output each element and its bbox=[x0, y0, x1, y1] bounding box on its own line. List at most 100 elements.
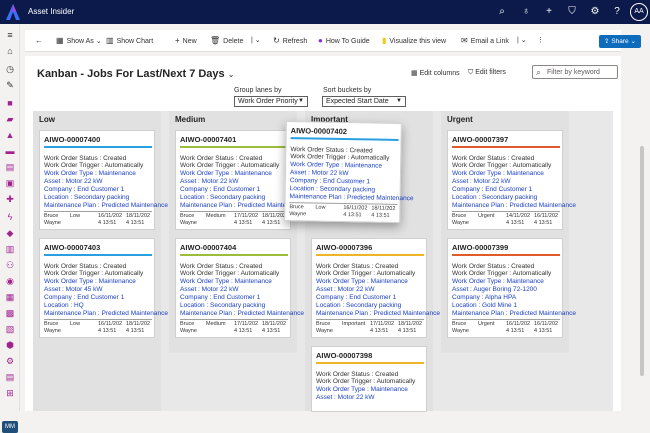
share-icon: ⇪ bbox=[604, 38, 610, 45]
help-icon[interactable]: ? bbox=[614, 6, 620, 17]
card-field-asset: Asset : Motor 22 kW bbox=[452, 178, 511, 185]
card-field-trigger: Work Order Trigger : Automatically bbox=[452, 270, 552, 277]
filter-input[interactable]: ⌕ Filter by keyword bbox=[532, 65, 618, 79]
work-order-card[interactable]: AIWO-00007403 Work Order Status : Created… bbox=[39, 238, 168, 338]
work-order-card[interactable]: AIWO-00007399 Work Order Status : Created… bbox=[447, 238, 576, 338]
menu-icon[interactable]: ≡ bbox=[7, 30, 13, 40]
new-button[interactable]: + New bbox=[175, 36, 197, 45]
group-lanes-select[interactable]: Work Order Priority ▼ bbox=[234, 96, 308, 107]
card-divider bbox=[452, 319, 560, 320]
back-arrow-icon: ← bbox=[35, 36, 43, 45]
folder-icon[interactable]: ▰ bbox=[6, 114, 14, 124]
card-divider bbox=[316, 319, 424, 320]
card-title[interactable]: AIWO-00007400 bbox=[44, 135, 101, 144]
plus-icon[interactable]: + bbox=[546, 6, 552, 17]
work-order-card[interactable]: AIWO-00007401 Work Order Status : Created… bbox=[175, 130, 304, 230]
priority-bar bbox=[44, 146, 152, 148]
pin-icon[interactable]: ✎ bbox=[6, 80, 14, 90]
card-field-asset: Asset : Motor 22 kW bbox=[316, 286, 375, 293]
delete-button[interactable]: 🗑 Delete bbox=[210, 36, 244, 45]
card-start-date: 16/11/202 bbox=[506, 321, 531, 327]
list-icon[interactable]: ▤ bbox=[5, 162, 15, 172]
card-title[interactable]: AIWO-00007404 bbox=[180, 243, 237, 252]
show-as-button[interactable]: ▦ Show As ⌄ bbox=[56, 36, 102, 45]
card-divider bbox=[180, 319, 288, 320]
card-field-company: Company : End Customer 1 bbox=[289, 177, 371, 186]
more-dropdown-2[interactable]: | ⌄ bbox=[517, 37, 527, 44]
card-title[interactable]: AIWO-00007397 bbox=[452, 135, 509, 144]
show-chart-button[interactable]: ▥ Show Chart bbox=[106, 36, 154, 45]
search-icon[interactable]: ⌕ bbox=[499, 6, 505, 17]
card-priority: Low bbox=[70, 321, 81, 327]
card-title[interactable]: AIWO-00007401 bbox=[180, 135, 237, 144]
edit-filters-button[interactable]: ⛉ Edit filters bbox=[468, 69, 506, 76]
dashboard-icon[interactable]: ■ bbox=[7, 98, 13, 108]
how-to-guide-button[interactable]: ● How To Guide bbox=[318, 36, 370, 45]
work-order-card[interactable]: AIWO-00007396 Work Order Status : Created… bbox=[311, 238, 440, 338]
tag-icon[interactable]: ◆ bbox=[6, 228, 14, 238]
gear-icon[interactable]: ⚙ bbox=[590, 6, 600, 17]
kanban-icon[interactable]: ▧ bbox=[5, 324, 15, 334]
asset-icon[interactable]: ▬ bbox=[5, 146, 15, 156]
avatar[interactable]: AA bbox=[630, 3, 648, 21]
recent-icon[interactable]: ◷ bbox=[6, 64, 14, 74]
card-field-asset: Asset : Motor 22 kW bbox=[180, 178, 239, 185]
people-icon[interactable]: ⚇ bbox=[5, 260, 15, 270]
tools-icon[interactable]: ✚ bbox=[6, 194, 14, 204]
card-start-time: 4 13:51 bbox=[370, 328, 389, 334]
chart-icon[interactable]: ▥ bbox=[5, 244, 15, 254]
filter-icon[interactable]: ⛉ bbox=[568, 6, 576, 17]
card-assignee-first: Bruce bbox=[180, 321, 195, 327]
area-switcher[interactable]: MM bbox=[2, 421, 18, 433]
card-assignee-first: Bruce bbox=[289, 204, 304, 211]
card-title[interactable]: AIWO-00007398 bbox=[316, 351, 373, 360]
sitemap-icon[interactable]: ⊞ bbox=[6, 388, 14, 398]
work-order-card[interactable]: AIWO-00007404 Work Order Status : Created… bbox=[175, 238, 304, 338]
work-order-card[interactable]: AIWO-00007397 Work Order Status : Created… bbox=[447, 130, 576, 230]
card-end-time: 4 13:51 bbox=[126, 328, 145, 334]
card-start-date: 17/11/202 bbox=[370, 321, 395, 327]
work-order-card[interactable]: AIWO-00007398 Work Order Status : Created… bbox=[311, 346, 427, 412]
lightbulb-icon[interactable]: ♁ bbox=[522, 6, 530, 17]
card-priority: Medium bbox=[206, 213, 226, 219]
work-order-card[interactable]: AIWO-00007400 Work Order Status : Created… bbox=[39, 130, 168, 230]
share-button[interactable]: ⇪ Share ⌄ bbox=[599, 35, 641, 48]
card-start-date: 16/11/202 bbox=[98, 321, 123, 327]
card-field-type: Work Order Type : Maintenance bbox=[452, 278, 544, 285]
card-assignee-last: Wayne bbox=[452, 328, 469, 334]
card-title[interactable]: AIWO-00007399 bbox=[452, 243, 509, 252]
card-end-date: 16/11/202 bbox=[534, 321, 559, 327]
work-order-card[interactable]: AIWO-00007402 Work Order Status : Created… bbox=[284, 120, 414, 224]
home-icon[interactable]: ⌂ bbox=[7, 46, 13, 56]
back-button[interactable]: ← bbox=[35, 36, 46, 45]
email-link-button[interactable]: ✉ Email a Link bbox=[461, 36, 509, 45]
view-title[interactable]: Kanban - Jobs For Last/Next 7 Days ⌄ bbox=[37, 68, 235, 80]
card-assignee-first: Bruce bbox=[452, 321, 467, 327]
card-field-type: Work Order Type : Maintenance bbox=[44, 278, 136, 285]
app-logo[interactable] bbox=[5, 3, 21, 21]
work-order-icon[interactable]: ▣ bbox=[5, 178, 15, 188]
box-icon[interactable]: ⬢ bbox=[6, 340, 14, 350]
card-field-trigger: Work Order Trigger : Automatically bbox=[180, 162, 280, 169]
overflow-button[interactable]: ⋮ bbox=[537, 37, 544, 44]
card-title[interactable]: AIWO-00007403 bbox=[44, 243, 101, 252]
sort-buckets-select[interactable]: Expected Start Date ▼ bbox=[322, 96, 406, 107]
refresh-button[interactable]: ↻ Refresh bbox=[273, 36, 308, 45]
settings-icon[interactable]: ⚙ bbox=[5, 356, 15, 366]
document-icon[interactable]: ▦ bbox=[5, 292, 15, 302]
edit-columns-button[interactable]: ▦ Edit columns bbox=[411, 70, 460, 77]
card-title[interactable]: AIWO-00007402 bbox=[290, 126, 348, 137]
scrollbar[interactable] bbox=[640, 146, 644, 376]
visualize-button[interactable]: ▮ Visualize this view bbox=[382, 36, 447, 45]
card-field-location: Location : Secondary packing bbox=[44, 194, 130, 201]
more-dropdown[interactable]: | ⌄ bbox=[251, 37, 261, 44]
report-icon[interactable]: ▤ bbox=[5, 372, 15, 382]
card-title[interactable]: AIWO-00007396 bbox=[316, 243, 373, 252]
alert-icon[interactable]: ▲ bbox=[5, 130, 15, 140]
lightning-icon[interactable]: ϟ bbox=[7, 212, 13, 222]
card-field-trigger: Work Order Trigger : Automatically bbox=[44, 270, 144, 277]
card-priority: Urgent bbox=[478, 321, 495, 327]
card-priority: Urgent bbox=[478, 213, 495, 219]
location-icon[interactable]: ◉ bbox=[6, 276, 14, 286]
calendar-icon[interactable]: ▩ bbox=[5, 308, 15, 318]
